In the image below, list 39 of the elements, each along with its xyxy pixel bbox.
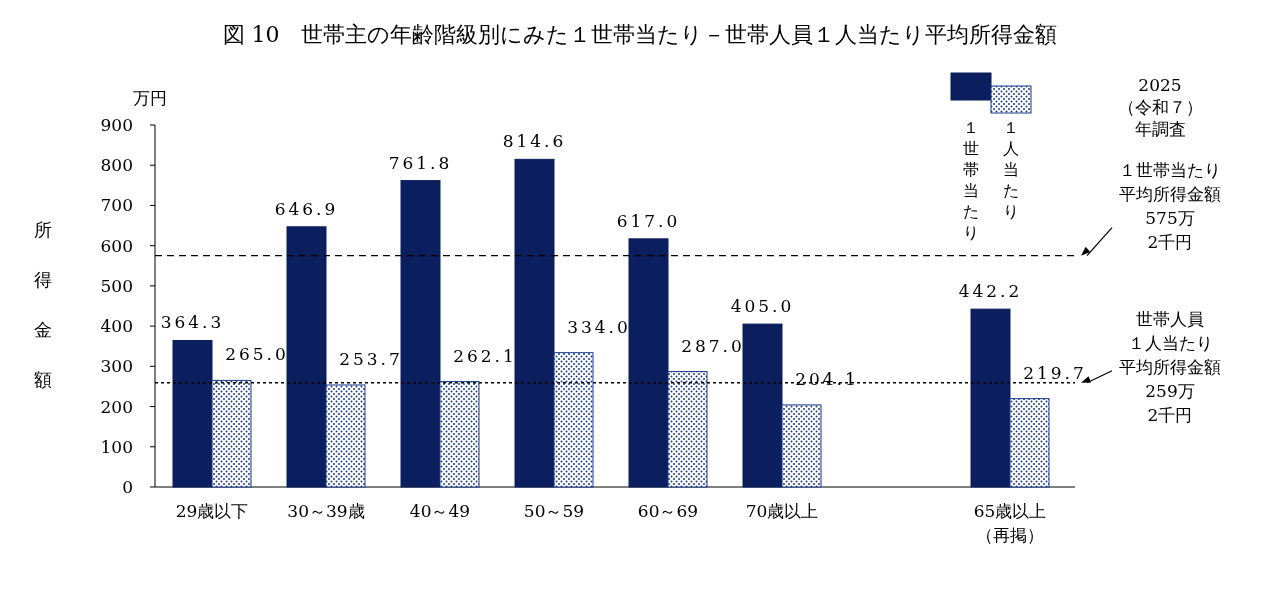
y-tick-label: 200 [100, 396, 133, 417]
y-tick-label: 900 [100, 115, 133, 135]
y-tick-label: 700 [100, 195, 133, 216]
y-tick-label: 400 [100, 316, 133, 337]
y-tick-label: 800 [100, 155, 133, 176]
chart-title: 図 10 世帯主の年齢階級別にみた１世帯当たり－世帯人員１人当たり平均所得金額 [222, 22, 1058, 47]
y-tick-label: 300 [100, 356, 133, 377]
data-label: 405.0 [730, 296, 795, 317]
x-tick-label: 29歳以下 [175, 501, 249, 521]
x-tick-label: 30～39歳 [287, 501, 365, 521]
data-label: 442.2 [958, 281, 1023, 302]
x-tick-label: 65歳以上（再掲） [973, 501, 1047, 545]
data-label: 262.1 [453, 345, 517, 366]
data-label: 364.3 [160, 312, 225, 333]
data-label: 219.7 [1023, 362, 1087, 383]
data-label: 646.9 [274, 198, 339, 219]
y-tick-label: 0 [122, 477, 133, 497]
y-tick-label: 100 [100, 436, 133, 457]
legend-label: １人当たり [1003, 118, 1019, 221]
x-tick-label: 60～69 [637, 501, 699, 521]
data-label: 334.0 [567, 316, 631, 337]
ref-line-label: １世帯当たり平均所得金額575万2千円 [1119, 159, 1221, 252]
data-label: 617.0 [616, 210, 681, 231]
legend-label: １世帯当たり [963, 118, 979, 242]
data-label: 287.0 [681, 335, 745, 356]
x-tick-label: 50～59 [523, 501, 585, 521]
legend-title: 2025（令和７）年調査 [1117, 75, 1203, 139]
ref-line-label: 世帯人員１人当たり平均所得金額259万2千円 [1119, 308, 1221, 425]
x-tick-label: 40～49 [409, 501, 471, 521]
y-tick-label: 500 [100, 275, 133, 296]
y-tick-label: 600 [100, 235, 133, 256]
x-tick-label: 70歳以上 [745, 501, 819, 521]
data-label: 265.0 [225, 344, 289, 365]
data-label: 253.7 [339, 348, 403, 369]
data-label: 814.6 [502, 131, 567, 152]
text: 所得金額 [34, 219, 52, 390]
text: 万円 [133, 88, 167, 108]
data-label: 761.8 [388, 152, 453, 173]
data-label: 204.1 [795, 368, 859, 389]
